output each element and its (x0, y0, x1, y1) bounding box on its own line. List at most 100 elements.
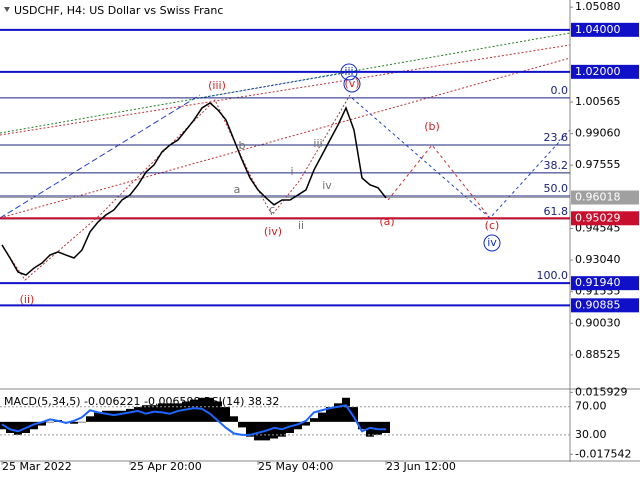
fib-label: 61.8 (544, 205, 569, 218)
macd-bar (294, 421, 302, 430)
wave-line (4, 94, 351, 281)
macd-tick-label: 0.015929 (575, 385, 628, 398)
fib-label: 0.0 (551, 84, 569, 97)
macd-bar (6, 421, 14, 433)
macd-bar (70, 421, 78, 424)
wave-label: (b) (424, 120, 440, 133)
macd-bar (118, 410, 126, 422)
rsi-tick-label: 70.00 (575, 400, 607, 413)
wave-circle (343, 75, 361, 93)
wave-circle (483, 234, 501, 252)
price-line (1, 101, 387, 276)
fib-label: 50.0 (544, 182, 569, 195)
macd-bar (126, 408, 134, 422)
macd-bar (310, 418, 318, 422)
macd-bar (206, 397, 214, 422)
trend-line (0, 57, 571, 219)
macd-bar (110, 410, 118, 422)
wave-label: ii (298, 219, 304, 232)
macd-bar (38, 421, 46, 426)
wave-label: iv (322, 179, 332, 192)
macd-bar (190, 399, 198, 422)
level-tag (571, 276, 639, 291)
macd-bar (342, 397, 350, 422)
wave-label: iii (313, 137, 322, 150)
macd-bar (182, 401, 190, 422)
wave-label: b (239, 139, 246, 152)
wave-label: c (269, 203, 275, 216)
macd-bar (350, 407, 358, 422)
indicator-label: MACD(5,34,5) -0.006221 -0.006598 RSI(14)… (4, 395, 279, 408)
level-label: 0.96018 (575, 191, 621, 204)
macd-bar (166, 403, 174, 422)
level-label: 0.95029 (575, 211, 621, 224)
rsi-tick-label: 30.00 (575, 428, 607, 441)
level-tag (571, 211, 639, 226)
level-label: 0.91940 (575, 276, 621, 289)
macd-bar (358, 421, 366, 430)
macd-bar (254, 421, 262, 441)
wave-circle (340, 63, 358, 81)
macd-bar (150, 405, 158, 422)
macd-bar (246, 421, 254, 437)
macd-bar (14, 421, 22, 435)
x-tick-label: 25 Mar 2022 (2, 460, 72, 473)
macd-bar (334, 403, 342, 422)
macd-bar (78, 421, 86, 423)
chart-title: USDCHF, H4: US Dollar vs Swiss Franc (14, 4, 223, 17)
macd-bar (326, 407, 334, 422)
macd-bar (86, 416, 94, 422)
level-tag (571, 22, 639, 37)
fib-label: 100.0 (537, 269, 569, 282)
wave-label: (a) (379, 215, 394, 228)
macd-bar (174, 403, 182, 422)
wave-label: iv (487, 236, 497, 249)
macd-bar (382, 421, 390, 433)
macd-bar (230, 416, 238, 422)
macd-bar (366, 421, 374, 437)
projection (387, 144, 491, 219)
level-label: 0.90885 (575, 298, 621, 311)
trend-line (0, 32, 571, 134)
wave-label: i (290, 165, 293, 178)
y-tick-label: 0.88525 (575, 348, 621, 361)
x-tick-label: 25 Apr 20:00 (130, 460, 202, 473)
wave-label: iii (344, 65, 353, 78)
trend-line (0, 44, 571, 136)
macd-bar (318, 412, 326, 422)
level-label: 1.04000 (575, 23, 621, 36)
wave-label: a (234, 183, 241, 196)
macd-bar (134, 407, 142, 422)
wave-label: (c) (485, 219, 500, 232)
macd-bar (214, 401, 222, 422)
projection (351, 97, 571, 219)
macd-bar (94, 412, 102, 422)
title-icon (4, 7, 10, 12)
y-tick-label: 0.97555 (575, 158, 621, 171)
fib-label: 38.2 (544, 159, 569, 172)
level-tag (571, 190, 639, 205)
rsi-line (1, 404, 386, 436)
trend-line (0, 94, 201, 219)
macd-bar (46, 421, 54, 423)
wave-label: (ii) (20, 293, 35, 306)
macd-bar (102, 410, 110, 422)
macd-bar (302, 421, 310, 426)
x-tick-label: 23 Jun 12:00 (386, 460, 456, 473)
level-tag (571, 64, 639, 79)
y-tick-label: 0.93040 (575, 253, 621, 266)
wave-label: (iii) (208, 79, 226, 92)
wave-label: (iv) (264, 225, 282, 238)
level-tag (571, 298, 639, 313)
level-label: 1.02000 (575, 65, 621, 78)
y-tick-label: 1.05080 (575, 0, 621, 13)
macd-bar (238, 421, 246, 428)
y-tick-label: 0.90030 (575, 316, 621, 329)
macd-tick-label: -0.017542 (575, 447, 631, 460)
y-tick-label: 1.00565 (575, 95, 621, 108)
macd-bar (270, 421, 278, 439)
x-tick-label: 25 May 04:00 (258, 460, 333, 473)
trend-line (199, 71, 351, 99)
